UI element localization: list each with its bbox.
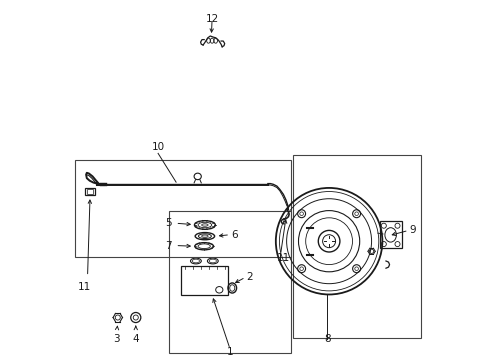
Bar <box>85 188 95 195</box>
Bar <box>181 266 228 295</box>
Bar <box>75 160 290 257</box>
Ellipse shape <box>201 224 208 226</box>
Ellipse shape <box>201 235 208 238</box>
Text: 12: 12 <box>205 14 218 24</box>
Text: 2: 2 <box>246 272 252 282</box>
Text: 3: 3 <box>113 334 120 344</box>
Text: 1: 1 <box>226 347 233 357</box>
Text: 9: 9 <box>408 225 415 235</box>
Text: 10: 10 <box>151 142 164 152</box>
Bar <box>168 211 291 353</box>
Text: 11: 11 <box>77 282 90 292</box>
Bar <box>379 221 401 248</box>
Bar <box>87 189 92 194</box>
Text: 4: 4 <box>132 334 139 344</box>
Text: 6: 6 <box>230 230 237 240</box>
Text: 5: 5 <box>165 218 171 228</box>
Text: 7: 7 <box>165 240 171 251</box>
Text: 11: 11 <box>276 253 289 264</box>
Text: 8: 8 <box>324 334 330 344</box>
Bar <box>292 155 420 338</box>
